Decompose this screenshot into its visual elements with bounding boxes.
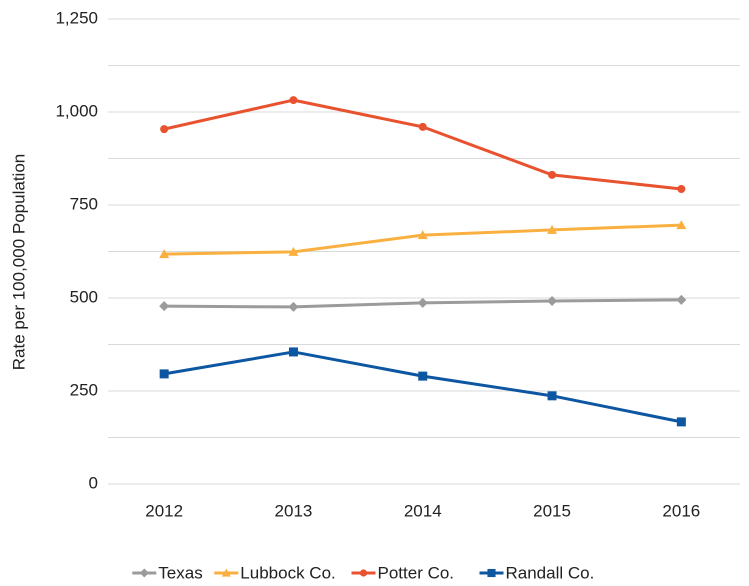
- legend-item: Potter Co.: [351, 563, 455, 582]
- marker: [547, 391, 557, 401]
- legend-item: Lubbock Co.: [214, 563, 336, 582]
- marker: [288, 347, 298, 357]
- marker: [677, 185, 686, 194]
- x-tick-label: 2015: [533, 501, 571, 520]
- legend-label: Potter Co.: [378, 563, 455, 582]
- marker: [676, 220, 687, 230]
- marker: [547, 224, 558, 234]
- marker: [288, 301, 299, 312]
- marker: [289, 96, 298, 105]
- legend-label: Lubbock Co.: [240, 563, 335, 582]
- x-tick-label: 2013: [275, 501, 313, 520]
- legend-label: Randall Co.: [506, 563, 595, 582]
- x-tick-label: 2012: [145, 501, 183, 520]
- legend-marker: [359, 569, 368, 577]
- legend-label: Texas: [158, 563, 202, 582]
- y-tick-label: 0: [89, 473, 98, 492]
- marker: [417, 230, 428, 240]
- x-tick-label: 2014: [404, 501, 442, 520]
- marker: [676, 417, 686, 427]
- marker: [548, 170, 557, 179]
- marker: [676, 294, 687, 305]
- legend-item: Texas: [132, 563, 203, 582]
- marker: [417, 297, 428, 308]
- y-tick-label: 500: [70, 287, 98, 306]
- marker: [159, 369, 169, 379]
- legend-marker: [487, 568, 496, 578]
- legend-marker: [139, 568, 149, 578]
- series-line: [163, 98, 682, 191]
- marker: [547, 295, 558, 306]
- marker: [160, 125, 169, 134]
- legend-item: Randall Co.: [479, 563, 595, 582]
- marker: [288, 246, 299, 256]
- series-line: [164, 223, 682, 256]
- y-tick-label: 250: [70, 380, 98, 399]
- marker: [418, 122, 427, 131]
- legend-marker: [221, 568, 231, 577]
- y-tick-label: 750: [70, 194, 98, 213]
- x-tick-label: 2016: [662, 501, 700, 520]
- marker: [159, 249, 170, 259]
- y-tick-label: 1,000: [55, 101, 98, 120]
- marker: [159, 301, 170, 312]
- marker: [418, 371, 428, 381]
- y-axis-title: Rate per 100,000 Population: [9, 154, 28, 370]
- y-tick-label: 1,250: [55, 8, 98, 27]
- series-line: [163, 350, 682, 424]
